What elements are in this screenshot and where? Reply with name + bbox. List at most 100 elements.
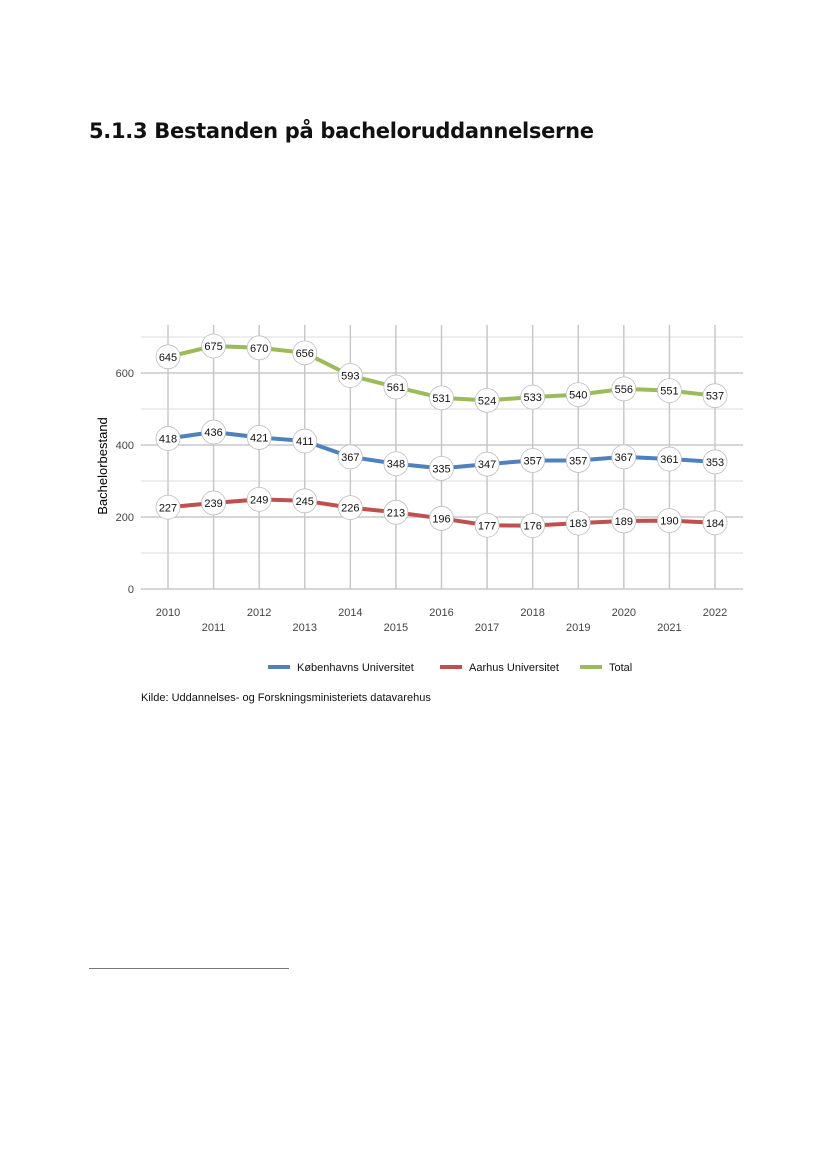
data-label-bubble xyxy=(155,426,181,451)
data-label-bubble xyxy=(429,455,454,481)
data-label: 524 xyxy=(478,395,496,407)
data-label: 249 xyxy=(250,494,268,506)
data-label-bubble xyxy=(474,512,500,538)
data-label-bubble xyxy=(565,382,591,408)
legend-label: Københavns Universitet xyxy=(297,662,414,674)
data-label: 561 xyxy=(387,382,405,394)
data-label: 593 xyxy=(341,371,359,383)
data-label: 645 xyxy=(159,352,177,364)
data-label-bubble xyxy=(474,451,500,477)
section-heading: 5.1.3 Bestanden på bacheloruddannelserne xyxy=(89,119,594,143)
data-label: 675 xyxy=(204,341,222,353)
x-tick-label: 2010 xyxy=(156,607,180,619)
data-label-bubble xyxy=(702,383,728,409)
data-label: 656 xyxy=(296,348,314,360)
data-label-bubble xyxy=(292,340,318,366)
x-tick-label: 2021 xyxy=(657,622,681,634)
data-label-bubble xyxy=(429,506,454,531)
x-tick-label: 2011 xyxy=(202,622,226,634)
data-label-bubble xyxy=(429,385,454,411)
data-label: 357 xyxy=(523,455,541,467)
data-label-bubble xyxy=(201,333,226,359)
y-axis-title: Bachelorbestand xyxy=(95,417,110,515)
data-label-bubble xyxy=(657,508,682,533)
data-label-bubble xyxy=(201,490,226,516)
data-label-bubble xyxy=(201,419,226,445)
x-tick-label: 2020 xyxy=(612,607,636,619)
data-label-bubble xyxy=(292,488,318,514)
data-label-bubble xyxy=(383,499,409,525)
data-label: 537 xyxy=(706,391,724,403)
y-tick-label: 600 xyxy=(116,368,134,380)
data-label-bubble xyxy=(474,387,500,413)
x-tick-label: 2015 xyxy=(384,622,408,634)
data-label: 670 xyxy=(250,343,268,355)
x-axis: 2010 2011 2012 2013 2014 2015 2016 2017 2018 2019… xyxy=(156,607,727,634)
data-label: 556 xyxy=(615,384,633,396)
y-tick-label: 400 xyxy=(116,440,134,452)
data-label: 353 xyxy=(706,457,724,469)
y-tick-label: 0 xyxy=(128,584,134,596)
data-label: 540 xyxy=(569,390,587,402)
data-label-bubble xyxy=(155,494,181,520)
data-label-bubble xyxy=(520,384,546,410)
data-label: 411 xyxy=(296,436,314,448)
data-label: 357 xyxy=(569,455,587,467)
data-label-bubble xyxy=(657,446,682,472)
data-label-bubble xyxy=(565,448,591,473)
data-label: 189 xyxy=(615,516,633,528)
data-label-bubble xyxy=(246,335,272,361)
x-tick-label: 2022 xyxy=(703,607,727,619)
data-label: 183 xyxy=(569,518,587,530)
data-label: 533 xyxy=(523,392,541,404)
data-label-bubble xyxy=(520,448,546,473)
data-label-bubble xyxy=(246,425,272,450)
data-label: 436 xyxy=(204,427,222,439)
data-label-bubble xyxy=(337,363,363,388)
data-label: 551 xyxy=(660,386,678,398)
data-label-bubble xyxy=(565,510,591,536)
data-label: 361 xyxy=(660,454,678,466)
data-label: 226 xyxy=(341,503,359,515)
data-label: 421 xyxy=(250,432,268,444)
data-label: 213 xyxy=(387,507,405,519)
data-label: 348 xyxy=(387,459,405,471)
line-chart: 0 200 400 600 2010 2011 2012 2013 2014 2015 2016 2… xyxy=(95,325,743,674)
data-label: 190 xyxy=(660,516,678,528)
x-tick-label: 2012 xyxy=(247,607,271,619)
data-label-bubble xyxy=(611,508,637,534)
data-label: 335 xyxy=(432,463,450,475)
data-label-bubble xyxy=(337,444,363,470)
data-label-bubble xyxy=(246,486,272,512)
data-label: 367 xyxy=(615,452,633,464)
data-label: 367 xyxy=(341,452,359,464)
data-label: 227 xyxy=(159,502,177,514)
data-label: 418 xyxy=(159,434,177,446)
footnote-divider xyxy=(89,968,289,969)
data-label: 531 xyxy=(432,393,450,405)
x-tick-label: 2019 xyxy=(566,622,590,634)
x-tick-label: 2018 xyxy=(520,607,544,619)
y-axis: 0 200 400 600 xyxy=(116,368,134,596)
x-tick-label: 2013 xyxy=(293,622,317,634)
x-tick-label: 2016 xyxy=(429,607,453,619)
data-label-bubble xyxy=(657,378,682,404)
data-label-bubble xyxy=(611,376,637,402)
data-label-bubble xyxy=(383,374,409,400)
y-tick-label: 200 xyxy=(116,512,134,524)
data-label: 177 xyxy=(478,520,496,532)
data-labels: 418 436 421 411 367 348 335 347 357 357 367 361 353 2… xyxy=(155,333,728,539)
data-label-bubble xyxy=(611,444,637,470)
data-label-bubble xyxy=(155,344,181,370)
data-label: 184 xyxy=(706,518,724,530)
data-label-bubble xyxy=(292,428,318,454)
data-label: 239 xyxy=(204,498,222,510)
data-label: 347 xyxy=(478,459,496,471)
x-tick-label: 2014 xyxy=(338,607,362,619)
legend-label: Total xyxy=(609,662,632,674)
data-label-bubble xyxy=(702,510,728,536)
data-label-bubble xyxy=(702,449,728,475)
data-label-bubble xyxy=(520,513,546,539)
data-label-bubble xyxy=(337,495,363,521)
legend-label: Aarhus Universitet xyxy=(469,662,559,674)
